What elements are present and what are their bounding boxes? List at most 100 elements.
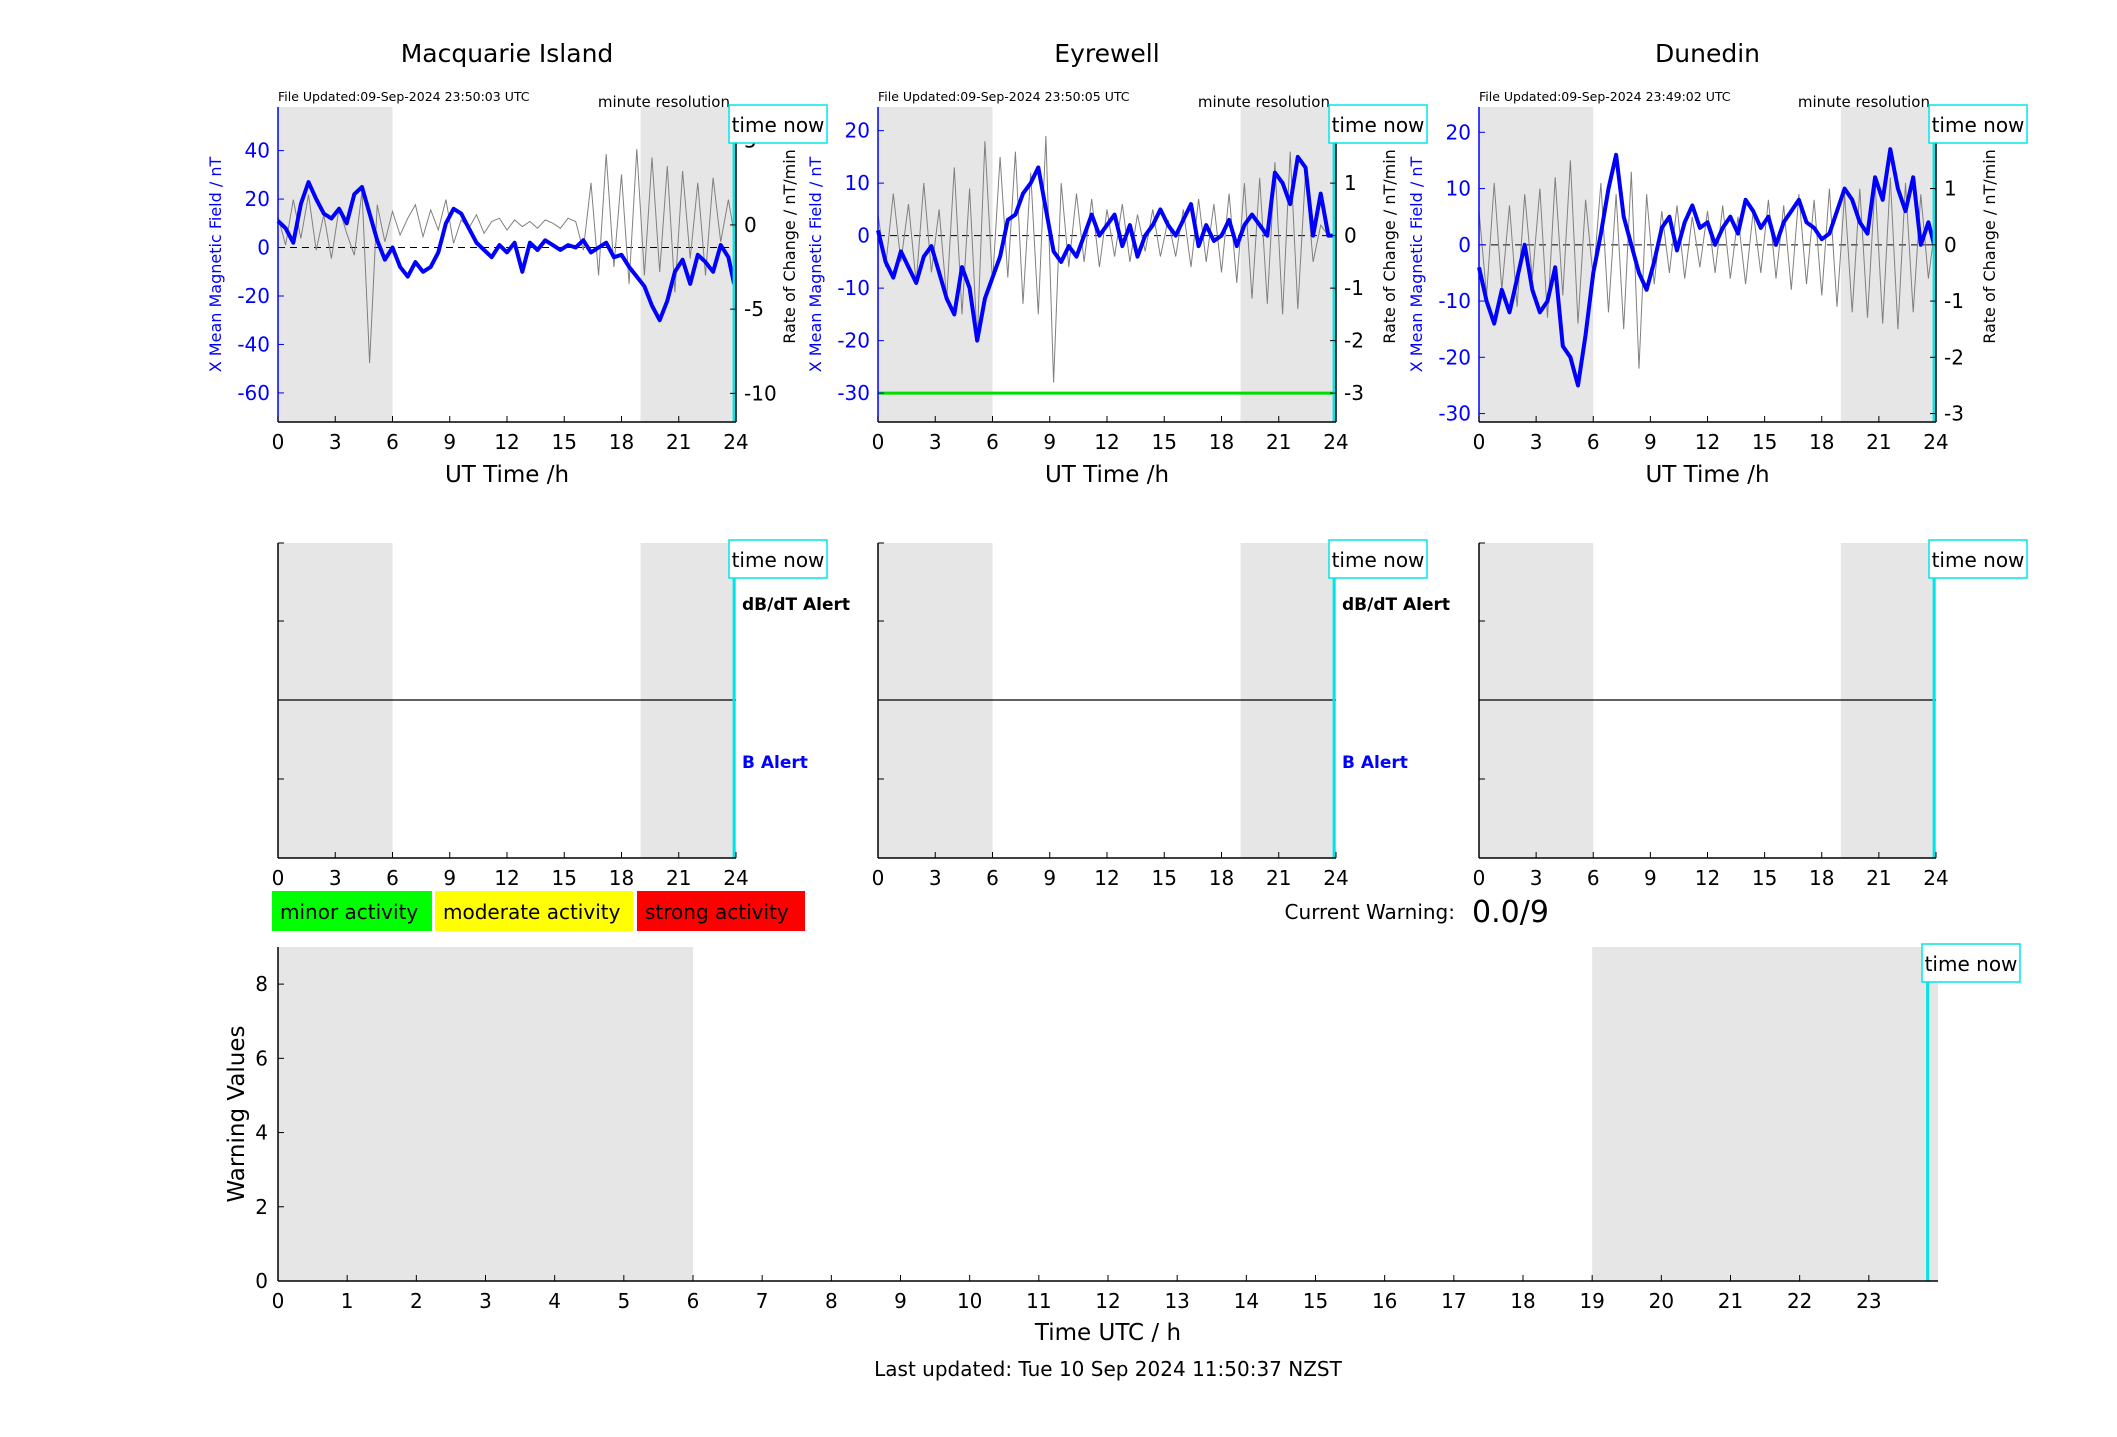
y2-tick-label: -2 [1344, 329, 1364, 353]
alert-panel-1: 0 3 6 9 12 15 18 21 24 dB/dT Alert B Alert time now [872, 539, 1450, 890]
x-tick-label: 12 [1094, 430, 1119, 454]
y-tick-label: 6 [255, 1046, 268, 1070]
activity-legend: minor activity moderate activity strong ac… [272, 891, 805, 931]
x-tick-label: 3 [329, 866, 342, 890]
last-updated-label: Last updated: Tue 10 Sep 2024 11:50:37 N… [874, 1357, 1342, 1381]
y-tick-label: 40 [245, 139, 270, 163]
x-tick-label: 15 [1152, 430, 1177, 454]
legend-swatch [272, 891, 432, 931]
night-shading [1592, 947, 1938, 1281]
magnetic-field-series [1477, 147, 1937, 388]
current-warning-label: Current Warning: [1285, 900, 1455, 924]
x-axis-label: UT Time /h [1645, 462, 1769, 488]
station-title: Eyrewell [1054, 39, 1159, 68]
y-tick-label: 20 [845, 119, 870, 143]
y-axis-label: X Mean Magnetic Field / nT [1407, 157, 1426, 373]
x-tick-label: 9 [443, 866, 456, 890]
legend-label: moderate activity [443, 900, 621, 924]
x-tick-label: 9 [894, 1289, 907, 1313]
time-now-box [1328, 104, 1428, 144]
resolution-label: minute resolution [598, 93, 730, 111]
dbdt-alert-label: dB/dT Alert [742, 595, 850, 615]
time-now-box [1928, 104, 2028, 144]
x-tick-label: 24 [723, 866, 748, 890]
y2-tick-label: -10 [744, 381, 777, 405]
x-tick-label: 12 [1095, 1289, 1120, 1313]
resolution-label: minute resolution [1198, 93, 1330, 111]
time-now-box [1921, 943, 2021, 983]
x-tick-label: 18 [1809, 430, 1834, 454]
station-panel-2: Dunedin File Updated:09-Sep-2024 23:49:02… [1407, 39, 2028, 488]
file-updated-label: File Updated:09-Sep-2024 23:50:05 UTC [878, 89, 1130, 104]
x-tick-label: 3 [479, 1289, 492, 1313]
legend-label: minor activity [280, 900, 418, 924]
y-axis-label: X Mean Magnetic Field / nT [806, 157, 825, 373]
x-tick-label: 3 [929, 866, 942, 890]
dbdt-alert-label: dB/dT Alert [1342, 595, 1450, 615]
current-warning-value: 0.0/9 [1472, 895, 1549, 930]
x-tick-label: 1 [341, 1289, 354, 1313]
x-tick-label: 0 [272, 430, 285, 454]
x-tick-label: 12 [494, 430, 519, 454]
x-tick-label: 15 [1303, 1289, 1328, 1313]
x-tick-label: 9 [1043, 430, 1056, 454]
y-tick-label: -20 [1438, 345, 1471, 369]
y-tick-label: -10 [1438, 289, 1471, 313]
y2-axis-label: Rate of Change / nT/min [780, 149, 799, 344]
y-tick-label: 20 [245, 187, 270, 211]
y-tick-label: 10 [1446, 177, 1471, 201]
x-tick-label: 24 [1923, 430, 1948, 454]
y-tick-label: 2 [255, 1195, 268, 1219]
x-tick-label: 0 [272, 1289, 285, 1313]
y2-axis-label: Rate of Change / nT/min [1980, 149, 1999, 344]
x-tick-label: 12 [1094, 866, 1119, 890]
x-tick-label: 10 [957, 1289, 982, 1313]
x-tick-label: 3 [929, 430, 942, 454]
x-tick-label: 19 [1579, 1289, 1604, 1313]
rate-of-change-series [877, 135, 1336, 383]
y-axis-label: X Mean Magnetic Field / nT [206, 157, 225, 373]
station-title: Macquarie Island [401, 39, 614, 68]
x-tick-label: 6 [1587, 866, 1600, 890]
y-tick-label: -40 [237, 332, 270, 356]
x-tick-label: 11 [1026, 1289, 1051, 1313]
magnetic-field-series [276, 180, 737, 323]
x-tick-label: 21 [666, 430, 691, 454]
x-tick-label: 0 [1473, 430, 1486, 454]
y2-tick-label: -2 [1944, 345, 1964, 369]
y-tick-label: 0 [255, 1269, 268, 1293]
x-tick-label: 21 [666, 866, 691, 890]
x-axis-label: UT Time /h [445, 462, 569, 488]
resolution-label: minute resolution [1798, 93, 1930, 111]
x-tick-label: 6 [986, 866, 999, 890]
alert-panel-2: 0 3 6 9 12 15 18 21 24 time now [1473, 539, 2028, 890]
x-tick-label: 23 [1856, 1289, 1881, 1313]
y-tick-label: -30 [1438, 402, 1471, 426]
x-tick-label: 9 [1644, 866, 1657, 890]
x-tick-label: 15 [552, 430, 577, 454]
y2-tick-label: -1 [1944, 289, 1964, 313]
station-title: Dunedin [1655, 39, 1760, 68]
x-tick-label: 24 [723, 430, 748, 454]
x-tick-label: 6 [986, 430, 999, 454]
x-tick-label: 18 [1209, 430, 1234, 454]
x-tick-label: 21 [1266, 430, 1291, 454]
y2-tick-label: 0 [744, 213, 757, 237]
time-now-box [1328, 539, 1428, 579]
y-tick-label: 4 [255, 1121, 268, 1145]
x-tick-label: 0 [272, 866, 285, 890]
x-tick-label: 6 [1587, 430, 1600, 454]
x-tick-label: 2 [410, 1289, 423, 1313]
y2-tick-label: 1 [1944, 177, 1957, 201]
x-tick-label: 0 [872, 430, 885, 454]
time-now-label: time now [1332, 113, 1425, 137]
time-now-label: time now [1925, 952, 2018, 976]
time-now-label: time now [1932, 548, 2025, 572]
magnetic-field-series [876, 154, 1336, 343]
y2-axis-label: Rate of Change / nT/min [1380, 149, 1399, 344]
legend-label: strong activity [645, 900, 789, 924]
y-tick-label: 0 [257, 236, 270, 260]
x-tick-label: 12 [1695, 866, 1720, 890]
x-tick-label: 14 [1234, 1289, 1259, 1313]
x-tick-label: 6 [687, 1289, 700, 1313]
